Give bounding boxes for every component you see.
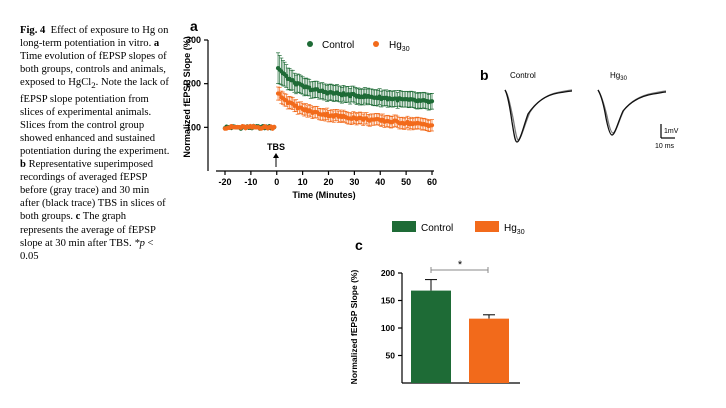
legend-hg-label: Hg30 bbox=[389, 40, 410, 53]
panel-a-ytick-label: 100 bbox=[186, 122, 201, 132]
panel-a-xtick-label: -20 bbox=[218, 177, 231, 187]
panel-c-yticks: 50 100 150 200 bbox=[381, 268, 402, 361]
panel-a-xtick-label: -10 bbox=[244, 177, 257, 187]
panel-b-label: b bbox=[480, 67, 489, 83]
panel-a-xlabel: Time (Minutes) bbox=[292, 190, 355, 200]
bar-hg30 bbox=[469, 318, 509, 383]
panel-b: b Control Hg30 1mV 10 ms bbox=[480, 67, 679, 150]
panel-c-ytick-label: 200 bbox=[381, 268, 395, 278]
legend-c-control-swatch bbox=[392, 221, 416, 232]
panel-a-xtick-label: 30 bbox=[349, 177, 359, 187]
panel-c-ytick-label: 100 bbox=[381, 323, 395, 333]
fig-label: Fig. 4 bbox=[20, 25, 46, 36]
control-trace-before bbox=[504, 89, 573, 141]
hg-trace-after bbox=[597, 89, 667, 136]
panel-a-points bbox=[222, 52, 435, 133]
panel-a-xtick-label: 40 bbox=[375, 177, 385, 187]
caption-c-text: The graph represents the average of fEPS… bbox=[20, 211, 156, 249]
legend-hg-base: Hg bbox=[389, 40, 402, 51]
data-point bbox=[429, 123, 435, 128]
caption-sig-symbol: *p bbox=[134, 237, 145, 249]
panel-a-xtick-label: 20 bbox=[323, 177, 333, 187]
panel-b-hg-base: Hg bbox=[610, 71, 620, 80]
tbs-arrow-head bbox=[273, 153, 279, 158]
caption-b-label: b bbox=[20, 159, 26, 171]
legend-c-hg-sub: 30 bbox=[517, 229, 525, 236]
panel-a-xtick-label: 50 bbox=[401, 177, 411, 187]
panel-a-xtick-label: 0 bbox=[274, 177, 279, 187]
panel-a-xticks: -20 -10 0 10 20 30 40 50 60 bbox=[218, 171, 437, 187]
caption-a-label: a bbox=[153, 38, 160, 50]
caption-c-label: c bbox=[75, 211, 81, 223]
panel-b-hg-label: Hg30 bbox=[610, 71, 628, 82]
panel-c-label: c bbox=[355, 237, 363, 253]
figure-caption: Fig. 4 Effect of exposure to Hg on long-… bbox=[20, 24, 170, 263]
panel-a-ytick-label: 300 bbox=[186, 35, 201, 45]
legend-hg-sub: 30 bbox=[402, 46, 410, 53]
caption-title: Effect of exposure to Hg on long-term po… bbox=[20, 25, 169, 50]
panel-a-ylabel: Normalized fEPSP Slope (%) bbox=[182, 36, 192, 157]
panel-a-xtick-label: 10 bbox=[298, 177, 308, 187]
panel-b-control-label: Control bbox=[510, 71, 536, 80]
panel-c-ytick-label: 50 bbox=[386, 351, 396, 361]
panel-c-ylabel: Normalized fEPSP Slope (%) bbox=[349, 270, 359, 385]
panel-a-ytick-label: 200 bbox=[186, 79, 201, 89]
panel-b-hg-sub: 30 bbox=[620, 76, 627, 82]
bar-control bbox=[411, 290, 451, 383]
legend-c-hg-base: Hg bbox=[504, 223, 517, 234]
tbs-label: TBS bbox=[267, 142, 285, 152]
panel-a-xtick-label: 60 bbox=[427, 177, 437, 187]
legend-c-hg-label: Hg30 bbox=[504, 223, 525, 236]
panel-c-bars bbox=[411, 279, 509, 383]
caption-a-text2: . Note the lack of fEPSP slope potentiat… bbox=[20, 77, 170, 157]
panel-a-yticks: 100 200 300 bbox=[186, 35, 208, 132]
scale-ms-label: 10 ms bbox=[655, 143, 675, 150]
legend-hg-marker bbox=[373, 41, 379, 47]
caption-sig-text: < 0.05 bbox=[20, 237, 154, 262]
legend-control-marker bbox=[307, 41, 313, 47]
control-trace-after bbox=[504, 89, 573, 143]
legend-control-label: Control bbox=[322, 40, 354, 51]
data-point bbox=[277, 91, 282, 96]
panel-c-ytick-label: 150 bbox=[381, 296, 395, 306]
legend-c-hg-swatch bbox=[475, 221, 499, 232]
panel-c: Control Hg30 c Normalized fEPSP Slope (%… bbox=[349, 221, 525, 384]
caption-a-sub: 2 bbox=[91, 80, 96, 91]
caption-a-text: Time evolution of fEPSP slopes of both g… bbox=[20, 51, 167, 89]
data-point bbox=[271, 124, 277, 130]
panel-a-label: a bbox=[190, 18, 198, 34]
legend-c-control-label: Control bbox=[421, 223, 453, 234]
data-point bbox=[429, 99, 435, 104]
scale-mv-label: 1mV bbox=[664, 128, 679, 135]
caption-b-text: Representative superimposed recordings o… bbox=[20, 159, 166, 223]
significance-star: * bbox=[458, 259, 463, 271]
